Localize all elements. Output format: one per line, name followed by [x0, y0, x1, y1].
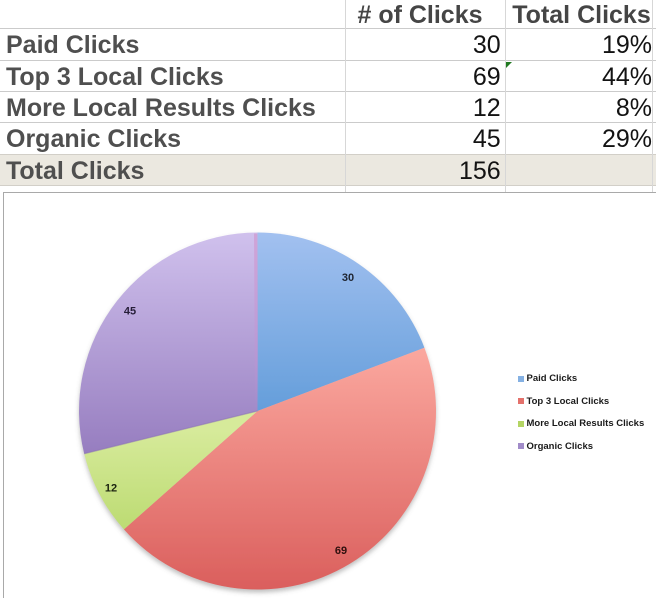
svg-text:45: 45 [124, 306, 136, 318]
svg-text:30: 30 [342, 272, 354, 284]
svg-text:12: 12 [105, 483, 117, 495]
svg-text:69: 69 [335, 545, 347, 557]
